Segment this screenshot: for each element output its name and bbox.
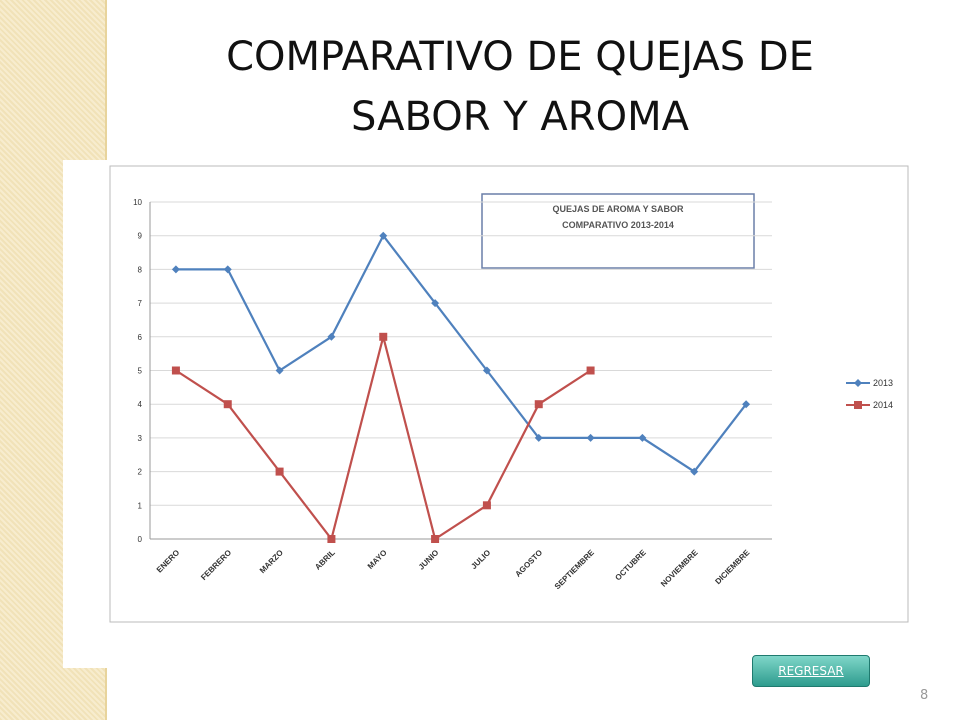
point [482, 501, 491, 510]
slide-title: SABOR Y AROMA [351, 94, 689, 140]
slide-title: COMPARATIVO DE QUEJAS DE [226, 34, 814, 80]
legend-marker [854, 401, 862, 409]
y-tick-label: 5 [138, 367, 143, 376]
chart-title: QUEJAS DE AROMA Y SABOR [552, 204, 684, 214]
point [742, 400, 751, 409]
legend-label: 2014 [873, 400, 893, 410]
point [586, 433, 595, 442]
point [327, 535, 336, 543]
y-tick-label: 2 [138, 468, 143, 477]
series-line [175, 233, 747, 474]
y-tick-label: 0 [138, 535, 143, 544]
point [275, 467, 284, 476]
point [586, 366, 595, 375]
point [379, 332, 388, 341]
y-tick-label: 4 [138, 400, 143, 409]
point [171, 265, 180, 274]
point [171, 366, 180, 375]
point [431, 535, 440, 543]
point [223, 265, 232, 274]
point [327, 332, 336, 341]
chart-subtitle: COMPARATIVO 2013-2014 [562, 220, 674, 230]
legend-marker [854, 379, 862, 387]
chart-border [109, 165, 909, 623]
y-tick-label: 7 [138, 299, 143, 308]
point [690, 467, 699, 476]
point [534, 433, 543, 442]
y-tick-label: 9 [138, 232, 143, 241]
back-button[interactable]: REGRESAR [752, 655, 870, 687]
point [638, 433, 647, 442]
title-box [481, 193, 755, 269]
y-tick-label: 1 [138, 501, 143, 510]
y-tick-label: 6 [138, 333, 143, 342]
point [431, 299, 440, 308]
point [275, 366, 284, 375]
legend-label: 2013 [873, 378, 893, 388]
point [379, 231, 388, 240]
y-tick-label: 8 [138, 265, 143, 274]
point [534, 400, 543, 409]
point [482, 366, 491, 375]
y-tick-label: 10 [133, 198, 142, 207]
page-number: 8 [920, 688, 929, 703]
y-tick-label: 3 [138, 434, 143, 443]
point [223, 400, 232, 409]
